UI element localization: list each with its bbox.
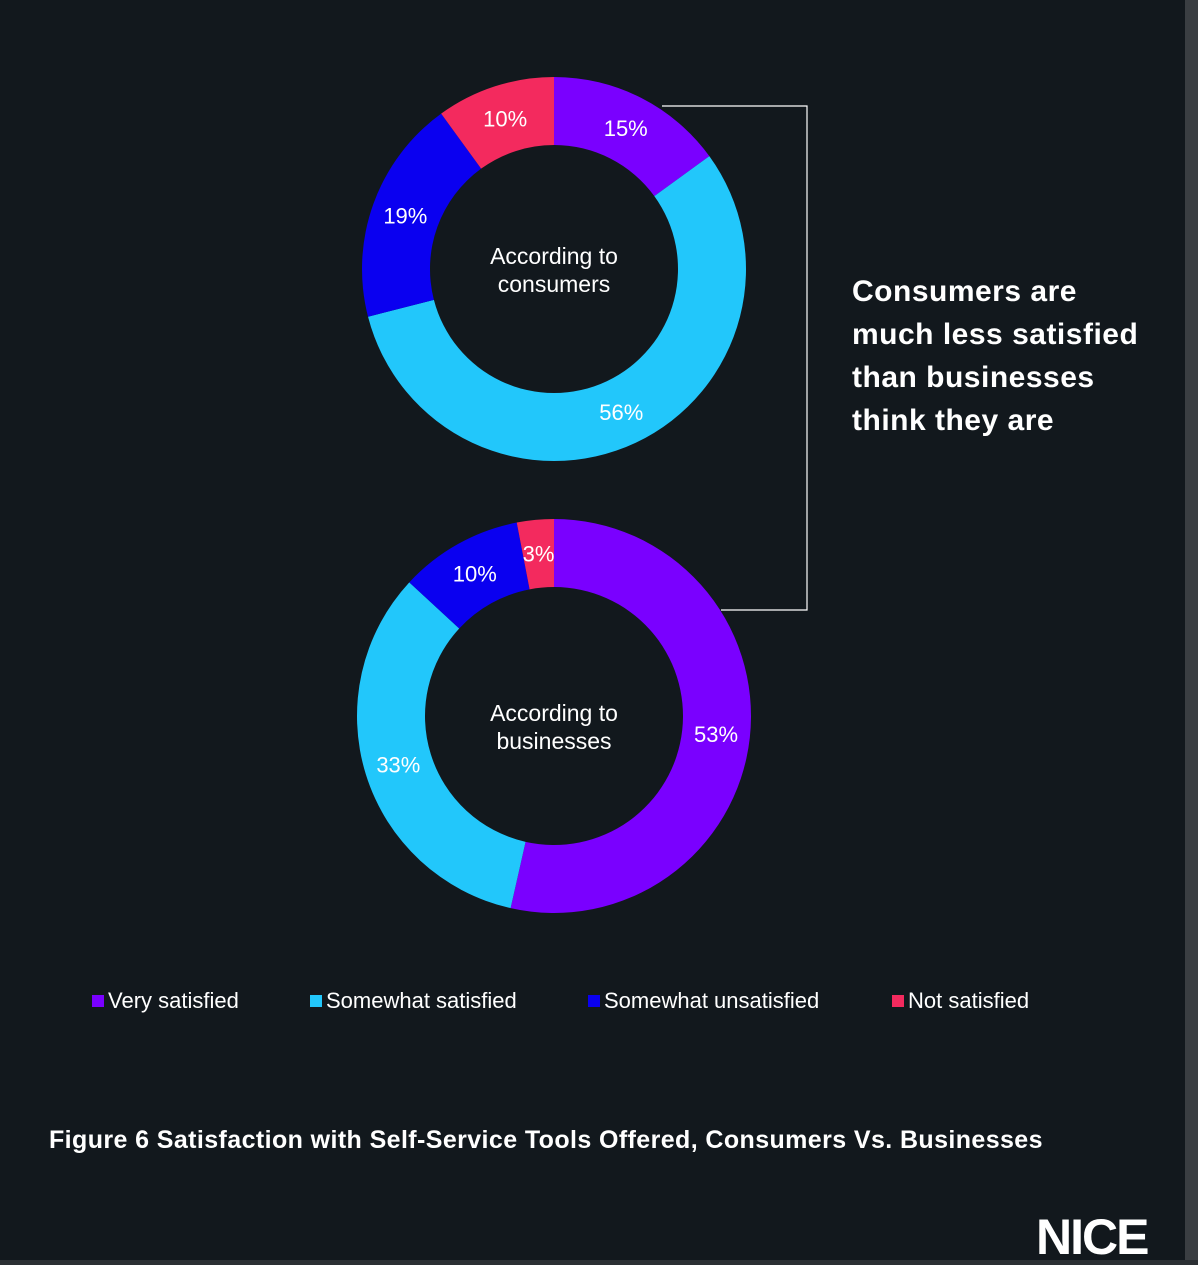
slice-value-label: 53% (694, 722, 738, 747)
legend-swatch (892, 995, 904, 1007)
slice-value-label: 10% (483, 107, 527, 132)
legend-swatch (92, 995, 104, 1007)
donut-slice-somewhat-unsatisfied (409, 522, 530, 629)
slice-value-label: 56% (599, 400, 643, 425)
figure-caption: Figure 6 Satisfaction with Self-Service … (49, 1126, 1043, 1154)
slice-value-label: 10% (453, 562, 497, 587)
legend-label: Not satisfied (908, 988, 1030, 1013)
legend-label: Very satisfied (108, 988, 239, 1013)
legend: Very satisfied Somewhat satisfied Somewh… (0, 988, 1185, 1016)
slice-value-label: 3% (523, 542, 555, 567)
headline: Consumers are much less satisfied than b… (852, 275, 1139, 437)
comparison-bracket (662, 105, 808, 611)
legend-item-very-satisfied: Very satisfied (92, 988, 239, 1014)
legend-label: Somewhat satisfied (326, 988, 517, 1013)
side-strip (1185, 0, 1198, 1260)
slice-value-label: 15% (604, 116, 648, 141)
donut-slice-not-satisfied (441, 77, 554, 169)
donut-slice-not-satisfied (516, 519, 554, 590)
donut-slice-somewhat-satisfied (368, 156, 747, 462)
donut-center-label: consumers (498, 271, 610, 297)
legend-item-somewhat-satisfied: Somewhat satisfied (310, 988, 517, 1014)
nice-logo: NICE (1036, 1209, 1149, 1265)
donut-center-label: According to (490, 700, 618, 726)
donut-slice-very-satisfied (510, 519, 751, 913)
donut-slice-somewhat-unsatisfied (362, 113, 482, 317)
legend-item-somewhat-unsatisfied: Somewhat unsatisfied (588, 988, 819, 1014)
donut-center-label: According to (490, 243, 618, 269)
legend-item-not-satisfied: Not satisfied (892, 988, 1029, 1014)
slice-value-label: 19% (383, 203, 427, 228)
legend-label: Somewhat unsatisfied (604, 988, 820, 1013)
legend-swatch (588, 995, 600, 1007)
donut-slice-somewhat-satisfied (356, 582, 526, 909)
legend-swatch (310, 995, 322, 1007)
donut-slice-very-satisfied (554, 77, 710, 197)
slice-value-label: 33% (376, 752, 420, 777)
donut-center-label: businesses (496, 728, 611, 754)
